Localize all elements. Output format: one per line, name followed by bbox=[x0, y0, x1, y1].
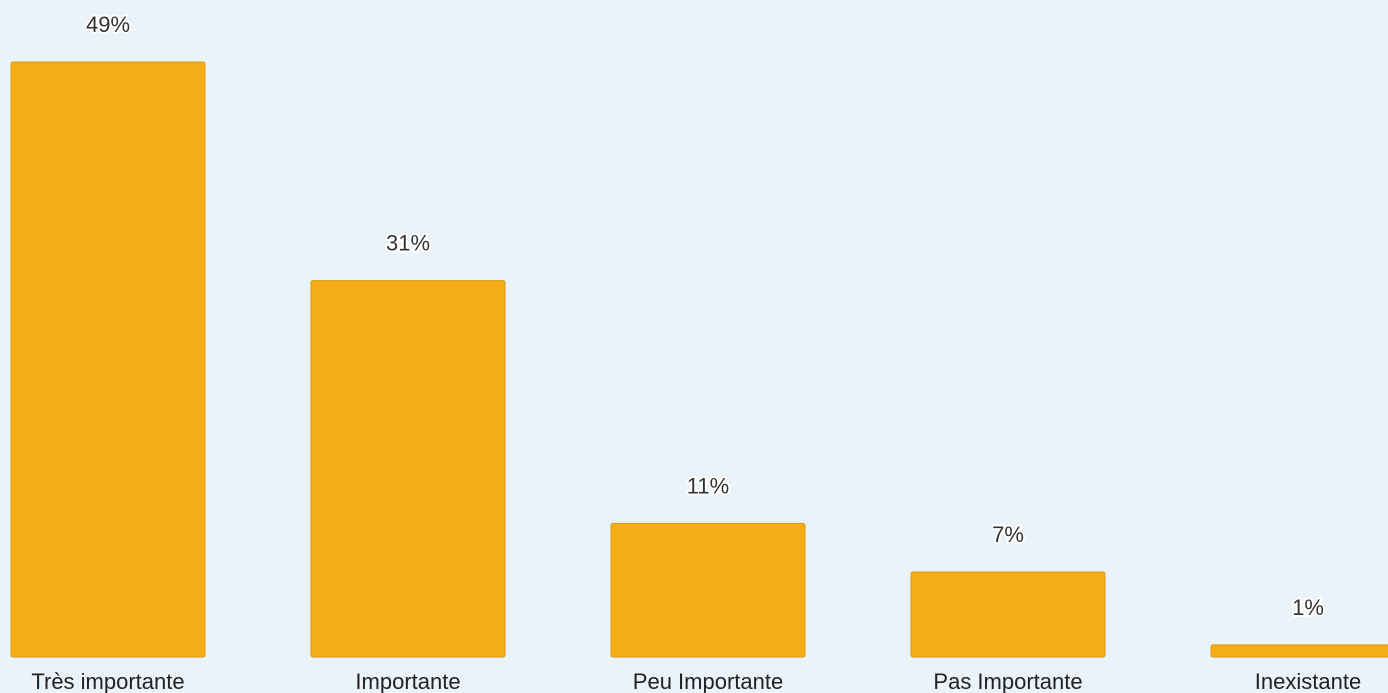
tick-label-2: Peu Importante bbox=[633, 669, 783, 693]
value-label-1: 31% bbox=[386, 231, 430, 256]
bars-group bbox=[10, 61, 1388, 658]
value-label-4: 1% bbox=[1292, 595, 1324, 620]
bar-0 bbox=[10, 61, 206, 658]
value-label-3: 7% bbox=[992, 522, 1024, 547]
tick-label-0: Très importante bbox=[31, 669, 184, 693]
value-labels-group: 49% 31% 11% 7% 1% bbox=[84, 10, 1326, 622]
tick-label-4: Inexistante bbox=[1255, 669, 1361, 693]
value-label-0: 49% bbox=[86, 12, 130, 37]
tick-label-3: Pas Importante bbox=[933, 669, 1082, 693]
bar-2 bbox=[610, 522, 806, 658]
value-label-2: 11% bbox=[687, 473, 729, 498]
bar-4 bbox=[1210, 644, 1388, 658]
bar-3 bbox=[910, 571, 1106, 658]
tick-label-1: Importante bbox=[355, 669, 460, 693]
bar-1 bbox=[310, 280, 506, 658]
x-axis-tick-labels: Très importante Importante Peu Importante P… bbox=[31, 669, 1361, 693]
